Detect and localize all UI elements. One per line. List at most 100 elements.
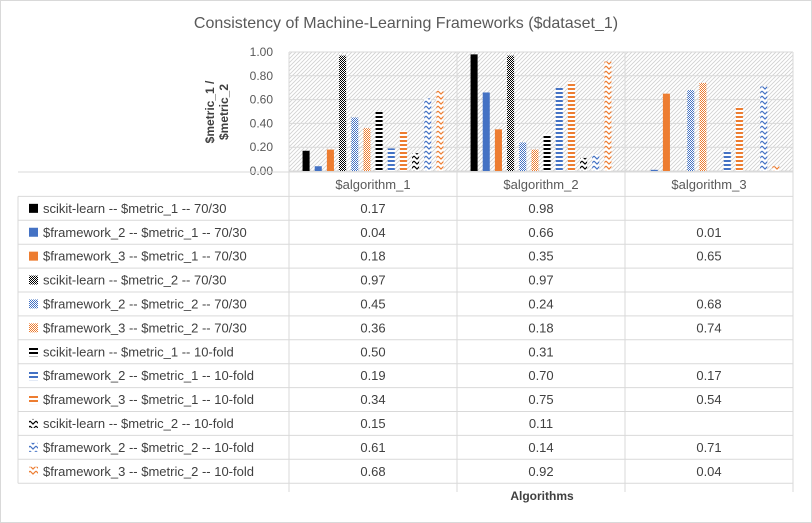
data-label: 0.98 bbox=[528, 201, 553, 216]
bar bbox=[375, 111, 383, 171]
data-label: 0.35 bbox=[528, 249, 553, 264]
bar bbox=[592, 154, 600, 171]
bar bbox=[339, 55, 347, 171]
bar bbox=[604, 61, 612, 171]
y-tick-label: 0.20 bbox=[250, 140, 274, 154]
bar bbox=[699, 82, 707, 171]
plot-area-background bbox=[289, 52, 793, 171]
data-label: 0.65 bbox=[696, 249, 721, 264]
bar bbox=[326, 149, 334, 171]
data-label: 0.54 bbox=[696, 392, 721, 407]
x-tick-label: $algorithm_2 bbox=[503, 177, 578, 192]
data-label: 0.24 bbox=[528, 296, 553, 311]
bar bbox=[772, 166, 780, 171]
bar bbox=[687, 90, 695, 171]
chart-title: Consistency of Machine-Learning Framewor… bbox=[194, 15, 618, 32]
data-label: 0.68 bbox=[360, 464, 385, 479]
data-label: 0.15 bbox=[360, 416, 385, 431]
bar bbox=[507, 55, 515, 171]
bars bbox=[302, 54, 780, 171]
legend-key bbox=[29, 395, 38, 405]
bar bbox=[760, 86, 768, 171]
data-label: 0.66 bbox=[528, 225, 553, 240]
bar bbox=[351, 117, 359, 171]
legend-label: scikit-learn -- $metric_1 -- 10-fold bbox=[43, 344, 234, 359]
legend-label: scikit-learn -- $metric_1 -- 70/30 bbox=[43, 201, 227, 216]
legend-label: $framework_3 -- $metric_2 -- 70/30 bbox=[43, 320, 247, 335]
data-label: 0.45 bbox=[360, 296, 385, 311]
legend-key bbox=[29, 418, 38, 428]
data-label: 0.61 bbox=[360, 440, 385, 455]
legend-label: scikit-learn -- $metric_2 -- 70/30 bbox=[43, 273, 227, 288]
data-label: 0.01 bbox=[696, 225, 721, 240]
data-label: 0.04 bbox=[696, 464, 721, 479]
bar bbox=[555, 87, 563, 171]
legend-key bbox=[29, 442, 38, 452]
x-tick-label: $algorithm_3 bbox=[671, 177, 746, 192]
bar bbox=[470, 54, 478, 171]
legend-key bbox=[29, 299, 38, 309]
data-label: 0.18 bbox=[360, 249, 385, 264]
legend-label: $framework_3 -- $metric_1 -- 70/30 bbox=[43, 249, 247, 264]
bar bbox=[723, 150, 731, 171]
y-tick-label: 0.80 bbox=[250, 69, 274, 83]
bar bbox=[519, 142, 527, 171]
bar bbox=[735, 106, 743, 171]
bar bbox=[650, 169, 658, 171]
bar bbox=[580, 157, 588, 171]
legend-key bbox=[29, 466, 38, 476]
data-label: 0.14 bbox=[528, 440, 553, 455]
data-label: 0.70 bbox=[528, 368, 553, 383]
axes: 0.00 0.20 0.40 0.60 0.80 1.00 $metric_1 /$metr… bbox=[203, 45, 274, 178]
data-label: 0.19 bbox=[360, 368, 385, 383]
data-label: 0.74 bbox=[696, 320, 721, 335]
legend-label: scikit-learn -- $metric_2 -- 10-fold bbox=[43, 416, 234, 431]
data-label: 0.17 bbox=[696, 368, 721, 383]
legend-key bbox=[29, 275, 38, 285]
data-label: 0.04 bbox=[360, 225, 385, 240]
legend-key bbox=[29, 371, 38, 381]
bar bbox=[436, 90, 444, 171]
data-label: 0.18 bbox=[528, 320, 553, 335]
bar bbox=[424, 98, 432, 171]
bar bbox=[567, 81, 575, 171]
legend-label: $framework_2 -- $metric_2 -- 70/30 bbox=[43, 296, 247, 311]
bar bbox=[494, 129, 502, 171]
legend-key bbox=[29, 227, 38, 237]
bar bbox=[531, 149, 539, 171]
data-label: 0.97 bbox=[360, 273, 385, 288]
bar bbox=[662, 93, 670, 171]
data-label: 0.75 bbox=[528, 392, 553, 407]
bar bbox=[363, 128, 371, 171]
gridlines bbox=[288, 51, 794, 492]
data-label: 0.34 bbox=[360, 392, 385, 407]
legend-label: $framework_2 -- $metric_1 -- 70/30 bbox=[43, 225, 247, 240]
y-tick-label: 0.00 bbox=[250, 164, 274, 178]
bar bbox=[543, 134, 551, 171]
bar bbox=[302, 150, 310, 171]
bar bbox=[387, 148, 395, 171]
y-axis-title: $metric_1 /$metric_2 bbox=[203, 80, 231, 143]
data-label: 0.71 bbox=[696, 440, 721, 455]
bar bbox=[412, 153, 420, 171]
legend-label: $framework_3 -- $metric_2 -- 10-fold bbox=[43, 464, 254, 479]
legend-key bbox=[29, 323, 38, 333]
legend-label: $framework_3 -- $metric_1 -- 10-fold bbox=[43, 392, 254, 407]
y-tick-label: 0.40 bbox=[250, 116, 274, 130]
legend-key bbox=[29, 203, 38, 213]
data-label: 0.31 bbox=[528, 344, 553, 359]
legend-label: $framework_2 -- $metric_1 -- 10-fold bbox=[43, 368, 254, 383]
y-tick-label: 1.00 bbox=[250, 45, 274, 59]
legend-label: $framework_2 -- $metric_2 -- 10-fold bbox=[43, 440, 254, 455]
data-label: 0.17 bbox=[360, 201, 385, 216]
data-label: 0.92 bbox=[528, 464, 553, 479]
y-tick-label: 0.60 bbox=[250, 93, 274, 107]
data-label: 0.50 bbox=[360, 344, 385, 359]
data-label: 0.36 bbox=[360, 320, 385, 335]
legend-key bbox=[29, 347, 38, 357]
data-label: 0.97 bbox=[528, 273, 553, 288]
data-label: 0.11 bbox=[529, 416, 553, 431]
data-label: 0.68 bbox=[696, 296, 721, 311]
bar bbox=[314, 166, 322, 171]
